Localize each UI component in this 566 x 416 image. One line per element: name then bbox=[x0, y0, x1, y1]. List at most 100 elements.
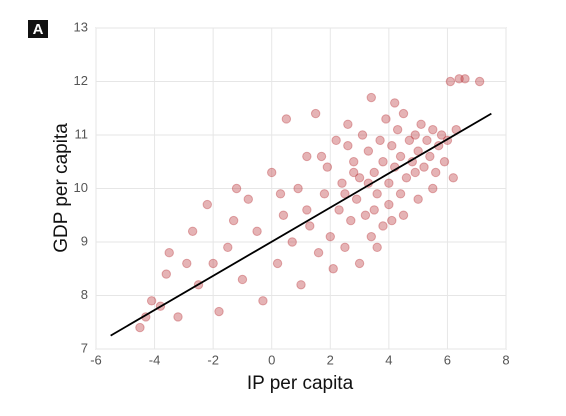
point bbox=[135, 322, 145, 333]
point bbox=[272, 258, 283, 269]
point bbox=[378, 157, 388, 167]
point bbox=[454, 74, 464, 84]
point bbox=[363, 146, 374, 156]
point bbox=[419, 162, 429, 172]
point bbox=[146, 296, 157, 306]
point bbox=[366, 231, 376, 242]
point bbox=[387, 215, 397, 226]
point bbox=[328, 264, 338, 274]
x-axis-label: IP per capita bbox=[247, 373, 354, 394]
point bbox=[381, 114, 391, 124]
point bbox=[202, 199, 212, 210]
point bbox=[366, 92, 376, 103]
point bbox=[431, 167, 441, 178]
point bbox=[319, 189, 330, 199]
point bbox=[302, 205, 312, 215]
y-axis-label: GDP per capita bbox=[51, 123, 72, 253]
point bbox=[223, 242, 233, 253]
y-tick-label: 11 bbox=[75, 126, 89, 141]
point bbox=[357, 130, 368, 140]
point bbox=[325, 231, 335, 242]
x-tick-label: -2 bbox=[207, 352, 219, 367]
point bbox=[343, 141, 353, 151]
y-tick-label: 8 bbox=[81, 287, 88, 302]
point bbox=[372, 242, 382, 253]
point bbox=[387, 141, 397, 151]
point bbox=[439, 157, 450, 167]
point bbox=[422, 135, 432, 146]
point bbox=[287, 237, 297, 247]
point bbox=[372, 189, 382, 199]
y-tick-label: 13 bbox=[74, 19, 88, 34]
point bbox=[410, 130, 420, 140]
x-tick-label: -4 bbox=[149, 352, 161, 367]
point bbox=[173, 312, 183, 322]
point bbox=[436, 130, 447, 140]
x-tick-label: 6 bbox=[444, 352, 451, 367]
point bbox=[395, 151, 406, 162]
point bbox=[349, 167, 359, 178]
x-tick-label: 4 bbox=[385, 352, 392, 367]
point bbox=[346, 215, 356, 226]
x-tick-label: 2 bbox=[327, 352, 334, 367]
point bbox=[278, 210, 289, 220]
point bbox=[445, 76, 456, 87]
point bbox=[208, 258, 218, 269]
point bbox=[343, 119, 353, 130]
point bbox=[413, 194, 423, 204]
point bbox=[349, 157, 359, 167]
point bbox=[161, 269, 171, 279]
point bbox=[334, 205, 344, 215]
panel-label: A bbox=[33, 21, 44, 38]
point bbox=[375, 135, 385, 146]
point bbox=[460, 74, 470, 84]
point bbox=[337, 178, 347, 188]
y-tick-label: 9 bbox=[81, 233, 88, 248]
point bbox=[360, 210, 371, 220]
point bbox=[267, 167, 277, 178]
point bbox=[340, 242, 350, 253]
y-tick-label: 12 bbox=[74, 73, 88, 88]
point bbox=[182, 258, 192, 269]
point bbox=[384, 199, 394, 210]
point bbox=[237, 274, 248, 285]
point bbox=[474, 76, 485, 87]
y-tick-label: 10 bbox=[74, 180, 88, 195]
x-tick-label: 8 bbox=[502, 352, 509, 367]
point bbox=[305, 221, 315, 231]
point bbox=[296, 280, 306, 290]
point bbox=[395, 189, 406, 199]
point bbox=[410, 167, 420, 178]
point bbox=[214, 306, 224, 317]
point bbox=[390, 98, 400, 108]
point bbox=[378, 221, 388, 231]
point bbox=[401, 173, 412, 183]
point bbox=[351, 194, 362, 204]
point bbox=[354, 173, 365, 183]
point bbox=[428, 183, 438, 194]
x-tick-label: 0 bbox=[268, 352, 275, 367]
point bbox=[313, 248, 324, 258]
point bbox=[369, 167, 379, 178]
point bbox=[316, 151, 327, 162]
point bbox=[164, 248, 174, 258]
point bbox=[448, 173, 458, 183]
point bbox=[354, 258, 365, 269]
point bbox=[187, 226, 198, 237]
point bbox=[384, 178, 394, 188]
point bbox=[331, 135, 341, 146]
point bbox=[293, 183, 303, 194]
x-tick-label: -6 bbox=[90, 352, 102, 367]
point bbox=[310, 108, 321, 119]
point bbox=[322, 162, 333, 172]
point bbox=[302, 151, 312, 162]
point bbox=[425, 151, 435, 162]
point bbox=[275, 189, 286, 199]
point bbox=[404, 135, 415, 146]
point bbox=[416, 119, 426, 130]
point bbox=[398, 210, 409, 220]
point bbox=[231, 183, 242, 194]
point bbox=[252, 226, 262, 237]
point bbox=[228, 215, 239, 226]
